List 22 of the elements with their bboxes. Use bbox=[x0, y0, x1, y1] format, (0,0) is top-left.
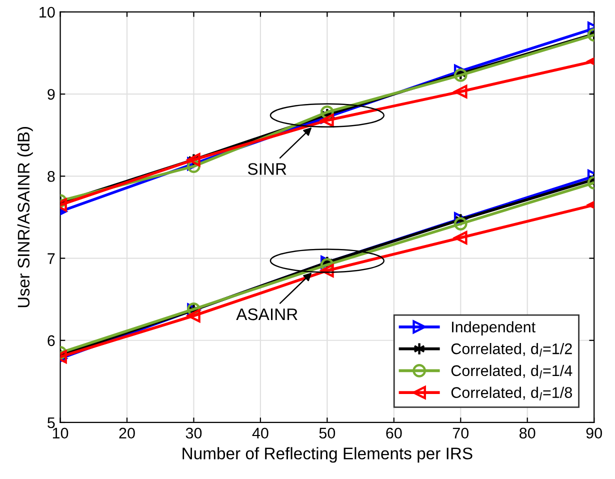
y-tick-label: 9 bbox=[48, 88, 55, 100]
y-tick-label: 6 bbox=[48, 335, 55, 346]
y-tick-label: 8 bbox=[48, 171, 55, 182]
legend-label: Correlated, d$_{l}$=1/4 bbox=[451, 364, 572, 378]
x-tick-label: 70 bbox=[452, 428, 469, 439]
y-tick-label: 7 bbox=[48, 253, 55, 264]
y-tick-label: 5 bbox=[48, 418, 55, 428]
legend-label: Correlated, d$_{l}$=1/8 bbox=[451, 386, 572, 400]
x-tick-label: 20 bbox=[119, 428, 135, 439]
legend-label: Correlated, d$_{l}$=1/2 bbox=[451, 343, 572, 357]
annotation: SINR bbox=[248, 163, 286, 175]
y-tick-label: 10 bbox=[40, 6, 55, 18]
x-tick-label: 40 bbox=[252, 428, 268, 439]
x-tick-label: 90 bbox=[586, 428, 602, 439]
legend-label: Independent bbox=[452, 321, 536, 336]
x-tick-label: 30 bbox=[186, 428, 202, 439]
x-tick-label: 50 bbox=[319, 428, 336, 439]
x-axis-title: Number of Reflecting Elements per IRS bbox=[182, 447, 472, 463]
annotation: ASAINR bbox=[236, 308, 298, 320]
y-axis-title: User SINR/ASAINR (dB) bbox=[17, 127, 33, 308]
x-tick-label: 60 bbox=[386, 428, 402, 439]
x-tick-label: 80 bbox=[520, 428, 536, 439]
